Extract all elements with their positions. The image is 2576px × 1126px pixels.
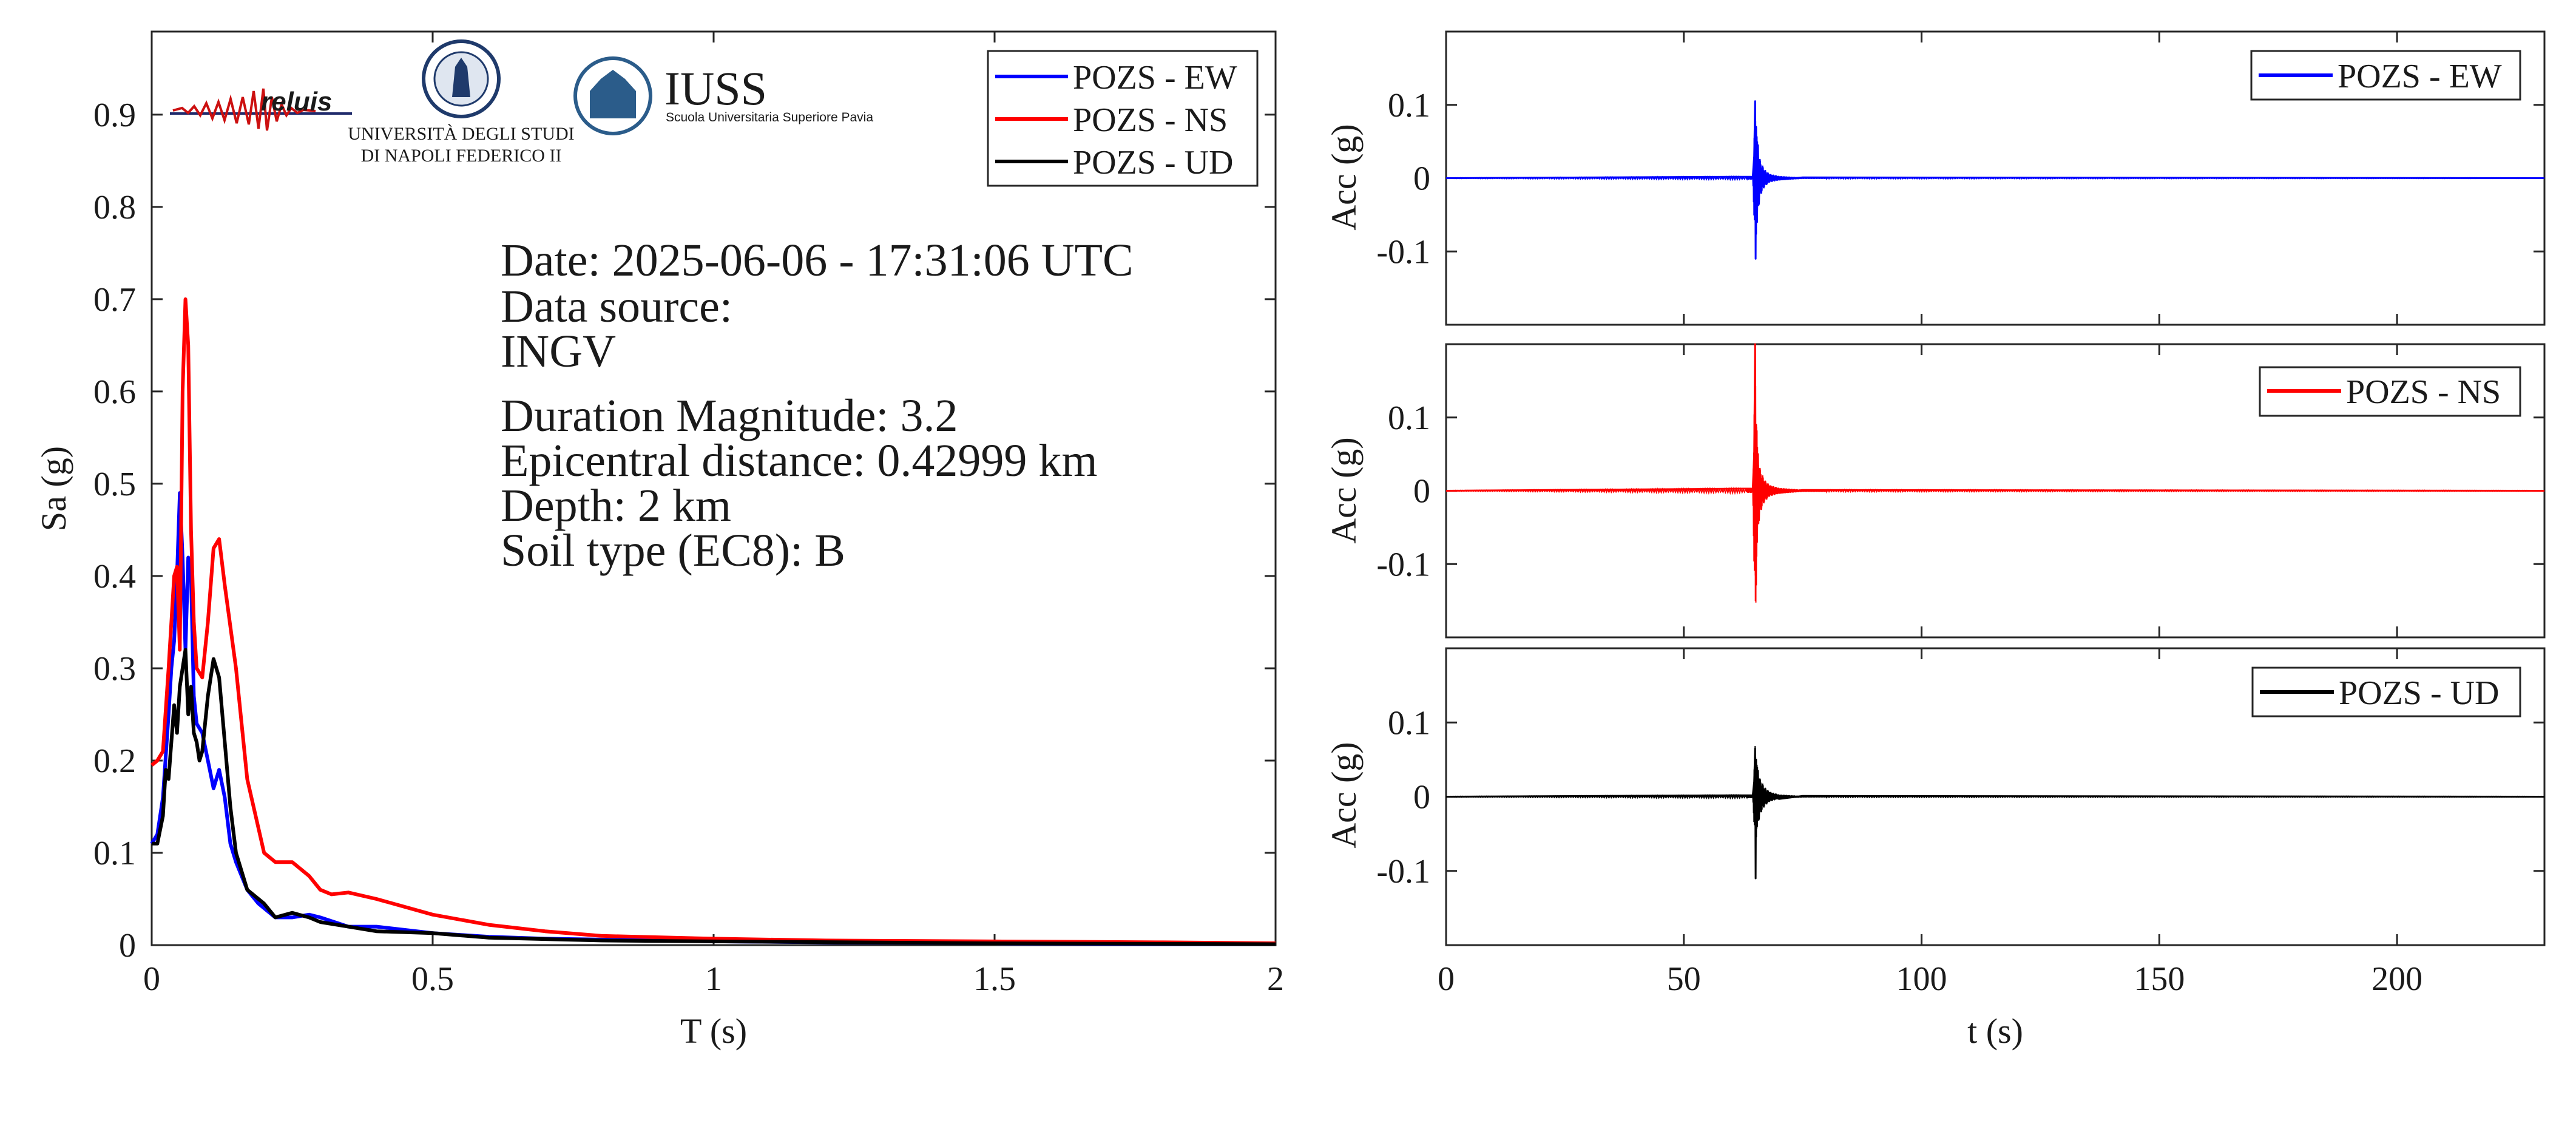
accelerogram-ud-xtick-label: 150 [2134,960,2185,998]
iuss-wordmark: IUSS [664,62,767,115]
accelerogram-ud-xtick-label: 0 [1438,960,1455,998]
accelerogram-xlabel: t (s) [1967,1011,2023,1051]
accelerogram-ud-trace-ud [1445,745,2544,841]
reluis-wordmark: reluis [261,87,332,117]
accelerogram-ud-ytick-label: 0 [1413,779,1430,816]
spectrum-ytick-label: 0.3 [93,650,136,688]
accelerogram-ns-trace-ns [1445,347,2544,603]
spectrum-series-ud [152,648,1276,946]
iuss-emblem-building [590,70,636,118]
legend-label-ew: POZS - EW [1073,59,1237,97]
duration-magnitude: Duration Magnitude: 3.2 [501,390,958,441]
spectrum-xtick-label: 1.5 [973,960,1016,998]
accelerogram-ud-xtick-label: 200 [2371,960,2422,998]
accelerogram-ud-ytick-label: 0.1 [1388,704,1430,742]
spectrum-ytick-label: 0.9 [93,97,136,134]
accelerogram-ew-ytick-label: -0.1 [1376,233,1430,271]
accelerogram-ud-xtick-label: 50 [1667,960,1701,998]
spectrum-xtick-label: 0 [143,960,160,998]
accelerogram-ns-ytick-label: 0 [1413,473,1430,510]
event-info: Date: 2025-06-06 - 17:31:06 UTC Data sou… [501,235,1134,576]
spectrum-ytick-label: 0.7 [93,281,136,319]
event-depth: Depth: 2 km [501,480,731,531]
spectrum-ytick-label: 0.6 [93,373,136,411]
spectrum-ytick-label: 0.1 [93,835,136,872]
soil-type: Soil type (EC8): B [501,525,845,576]
accelerogram-ud-legend: POZS - UD [2251,666,2521,717]
unina-name-line1: UNIVERSITÀ DEGLI STUDI [348,124,574,144]
spectrum-ytick-label: 0.4 [93,558,136,595]
spectrum-xtick-label: 1 [705,960,722,998]
accelerogram-ns-ytick-label: -0.1 [1376,546,1430,583]
accelerogram-panels: -0.1 0 0.1 -0.1 0 0.1 0 50 100 150 200 -0.1 0 0.1 Acc… [1324,30,2546,1051]
spectrum-ytick-label: 0 [119,927,136,965]
iuss-subtitle: Scuola Universitaria Superiore Pavia [666,110,873,124]
data-source-value: INGV [501,326,616,377]
unina-name-line2: DI NAPOLI FEDERICO II [361,146,562,166]
spectrum-legend: POZS - EW POZS - NS POZS - UD [987,50,1259,187]
accelerogram-ud-xtick-label: 100 [1896,960,1947,998]
accelerogram-ud-ylabel: Acc (g) [1324,742,1364,849]
accelerogram-ns-ylabel: Acc (g) [1324,437,1364,544]
spectrum-xtick-label: 0.5 [411,960,454,998]
accelerogram-ew-trace-ew [1445,103,2544,241]
accelerogram-ns-ytick-label: 0.1 [1388,399,1430,437]
spectrum-xlabel: T (s) [680,1011,747,1051]
accelerogram-ns-legend-label: POZS - NS [2346,373,2501,411]
epicentral-distance: Epicentral distance: 0.42999 km [501,435,1098,486]
unina-logo: UNIVERSITÀ DEGLI STUDI DI NAPOLI FEDERIC… [348,39,575,166]
spectrum-ylabel: Sa (g) [34,446,73,531]
accelerogram-ew-ytick-label: 0 [1413,160,1430,198]
unina-seal-figure [452,58,470,97]
spectrum-series-ns [150,297,1276,945]
accelerogram-ns-legend: POZS - NS [2259,366,2521,417]
accelerogram-ud-legend-label: POZS - UD [2339,674,2499,712]
accelerogram-ew-ytick-label: 0.1 [1388,87,1430,124]
legend-label-ud: POZS - UD [1073,144,1233,181]
accelerogram-ew-legend-box [2250,50,2521,101]
iuss-logo: IUSS Scuola Universitaria Superiore Pavi… [573,56,873,135]
spectrum-ytick-label: 0.5 [93,466,136,503]
legend-label-ns: POZS - NS [1073,101,1228,139]
spectrum-xtick-label: 2 [1267,960,1284,998]
data-source-label: Data source: [501,281,732,332]
accelerogram-ew-legend: POZS - EW [2250,50,2521,101]
reluis-waveform [172,88,316,131]
accelerogram-ew-ylabel: Acc (g) [1324,124,1364,231]
event-date: Date: 2025-06-06 - 17:31:06 UTC [501,235,1134,286]
accelerogram-ud-ytick-label: -0.1 [1376,853,1430,890]
spectrum-ytick-label: 0.8 [93,189,136,226]
spectrum-ytick-label: 0.2 [93,742,136,780]
reluis-logo: reluis [170,87,352,131]
accelerogram-ew-legend-label: POZS - EW [2338,58,2502,95]
